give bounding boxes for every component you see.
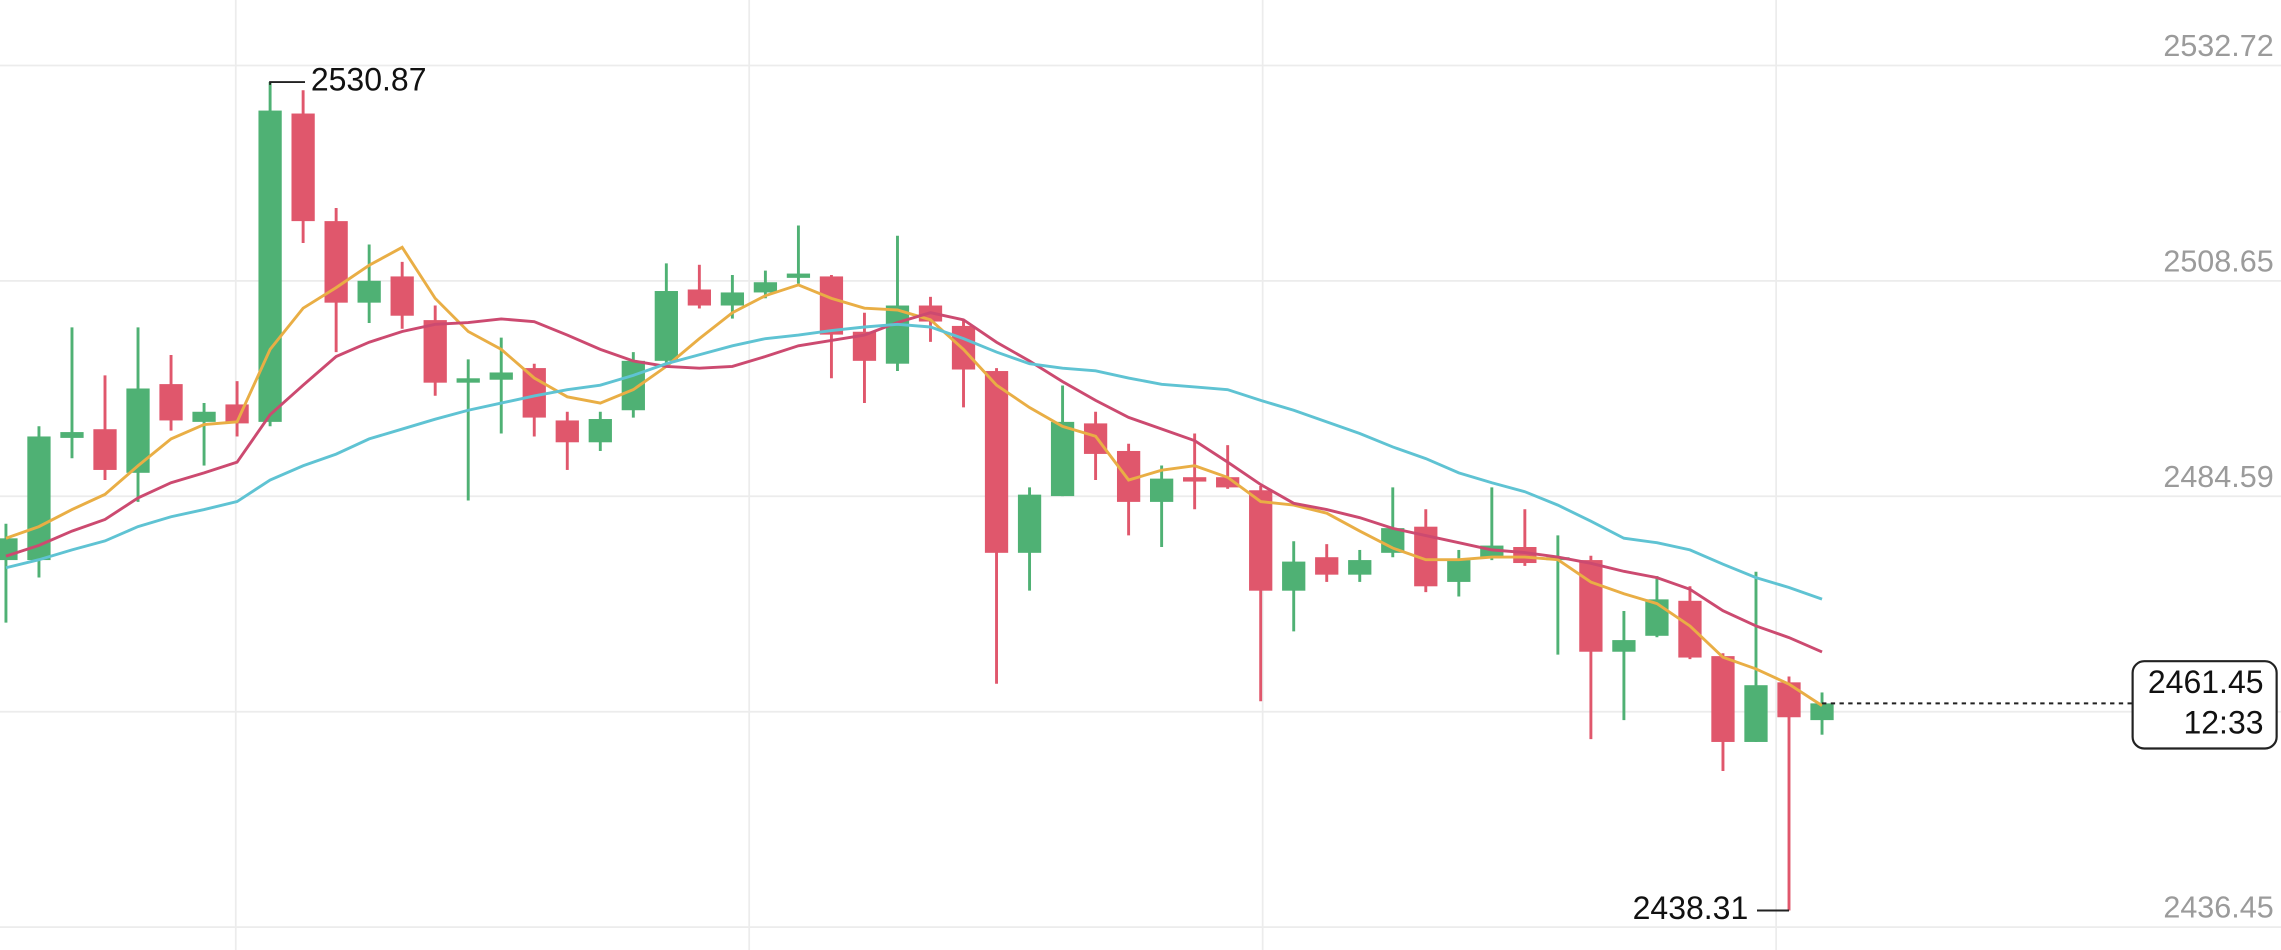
y-tick-label: 2484.59 [2163, 460, 2273, 494]
candle-body [654, 291, 678, 361]
x-tick-label: 02-25 18:00 [1181, 946, 1344, 950]
ma-line [5, 311, 1823, 654]
candle-body [489, 372, 513, 380]
candle-body [1678, 600, 1702, 658]
candle-body [1348, 560, 1372, 575]
last-price: 2461.45 [2148, 664, 2264, 700]
candle-body [1711, 656, 1735, 742]
candle-body [522, 368, 546, 418]
candle-body [1447, 560, 1471, 582]
candle-body [126, 388, 150, 473]
candle-body [1480, 545, 1504, 558]
high-leader [269, 81, 306, 85]
candle-body [1249, 490, 1273, 591]
candle-body [786, 273, 811, 278]
candle-body [291, 113, 315, 222]
x-tick-label: 02-25 14:00 [668, 946, 831, 950]
ma-line [5, 245, 1823, 707]
candle-body [555, 420, 579, 443]
candle-body [456, 378, 480, 383]
candle-body [1414, 526, 1438, 587]
x-tick-label: 02-25 22:00 [1695, 946, 1858, 950]
candle-body [852, 331, 877, 361]
candle-body [192, 411, 216, 422]
candle-body [984, 371, 1009, 553]
low-label: 2438.31 [1633, 890, 1749, 926]
overlay: MA10: 2467.20 MA20: 2473.10 2530.87 2438.31… [7, 0, 2278, 926]
last-price-box [2131, 660, 2278, 750]
candle-body [324, 221, 348, 303]
candle-body [93, 429, 117, 470]
candle-body [687, 289, 711, 306]
candle-body [1183, 477, 1207, 482]
last-price-timer: 12:33 [2183, 705, 2263, 741]
candle-body [1282, 561, 1306, 591]
candle-body [819, 276, 844, 335]
candle-body [1149, 478, 1174, 502]
candle-body [1050, 421, 1075, 497]
candle-body [753, 282, 778, 293]
candle-body [60, 432, 84, 438]
candle-body [258, 110, 282, 422]
candle-body [1744, 685, 1768, 742]
y-tick-label: 2532.72 [2163, 29, 2273, 63]
candle-body [1216, 477, 1240, 488]
y-tick-label: 2508.65 [2163, 245, 2273, 279]
candle-body [357, 280, 381, 303]
ma-line [5, 322, 1823, 601]
high-label: 2530.87 [311, 61, 427, 97]
candle-body [390, 276, 414, 316]
candle-body [720, 292, 745, 306]
legend-entry: MA20: 2473.10 [269, 0, 476, 6]
candle-body [1579, 560, 1603, 652]
candle-body [1315, 557, 1339, 575]
y-tick-label: 2436.45 [2163, 891, 2273, 925]
marks [0, 82, 1834, 911]
candle-body [0, 538, 18, 561]
legend-entry: MA10: 2467.20 [7, 0, 214, 6]
candle-body [885, 305, 910, 364]
candle-body [1810, 703, 1834, 721]
candle-body [159, 384, 183, 421]
x-tick-label: 02-25 10:15 [154, 946, 317, 950]
candle-body [1612, 640, 1636, 652]
candle-body [1116, 450, 1141, 502]
candle-body [423, 320, 447, 383]
candle-body [588, 419, 612, 443]
candle-body [1777, 682, 1801, 718]
candle-body [1017, 494, 1042, 553]
